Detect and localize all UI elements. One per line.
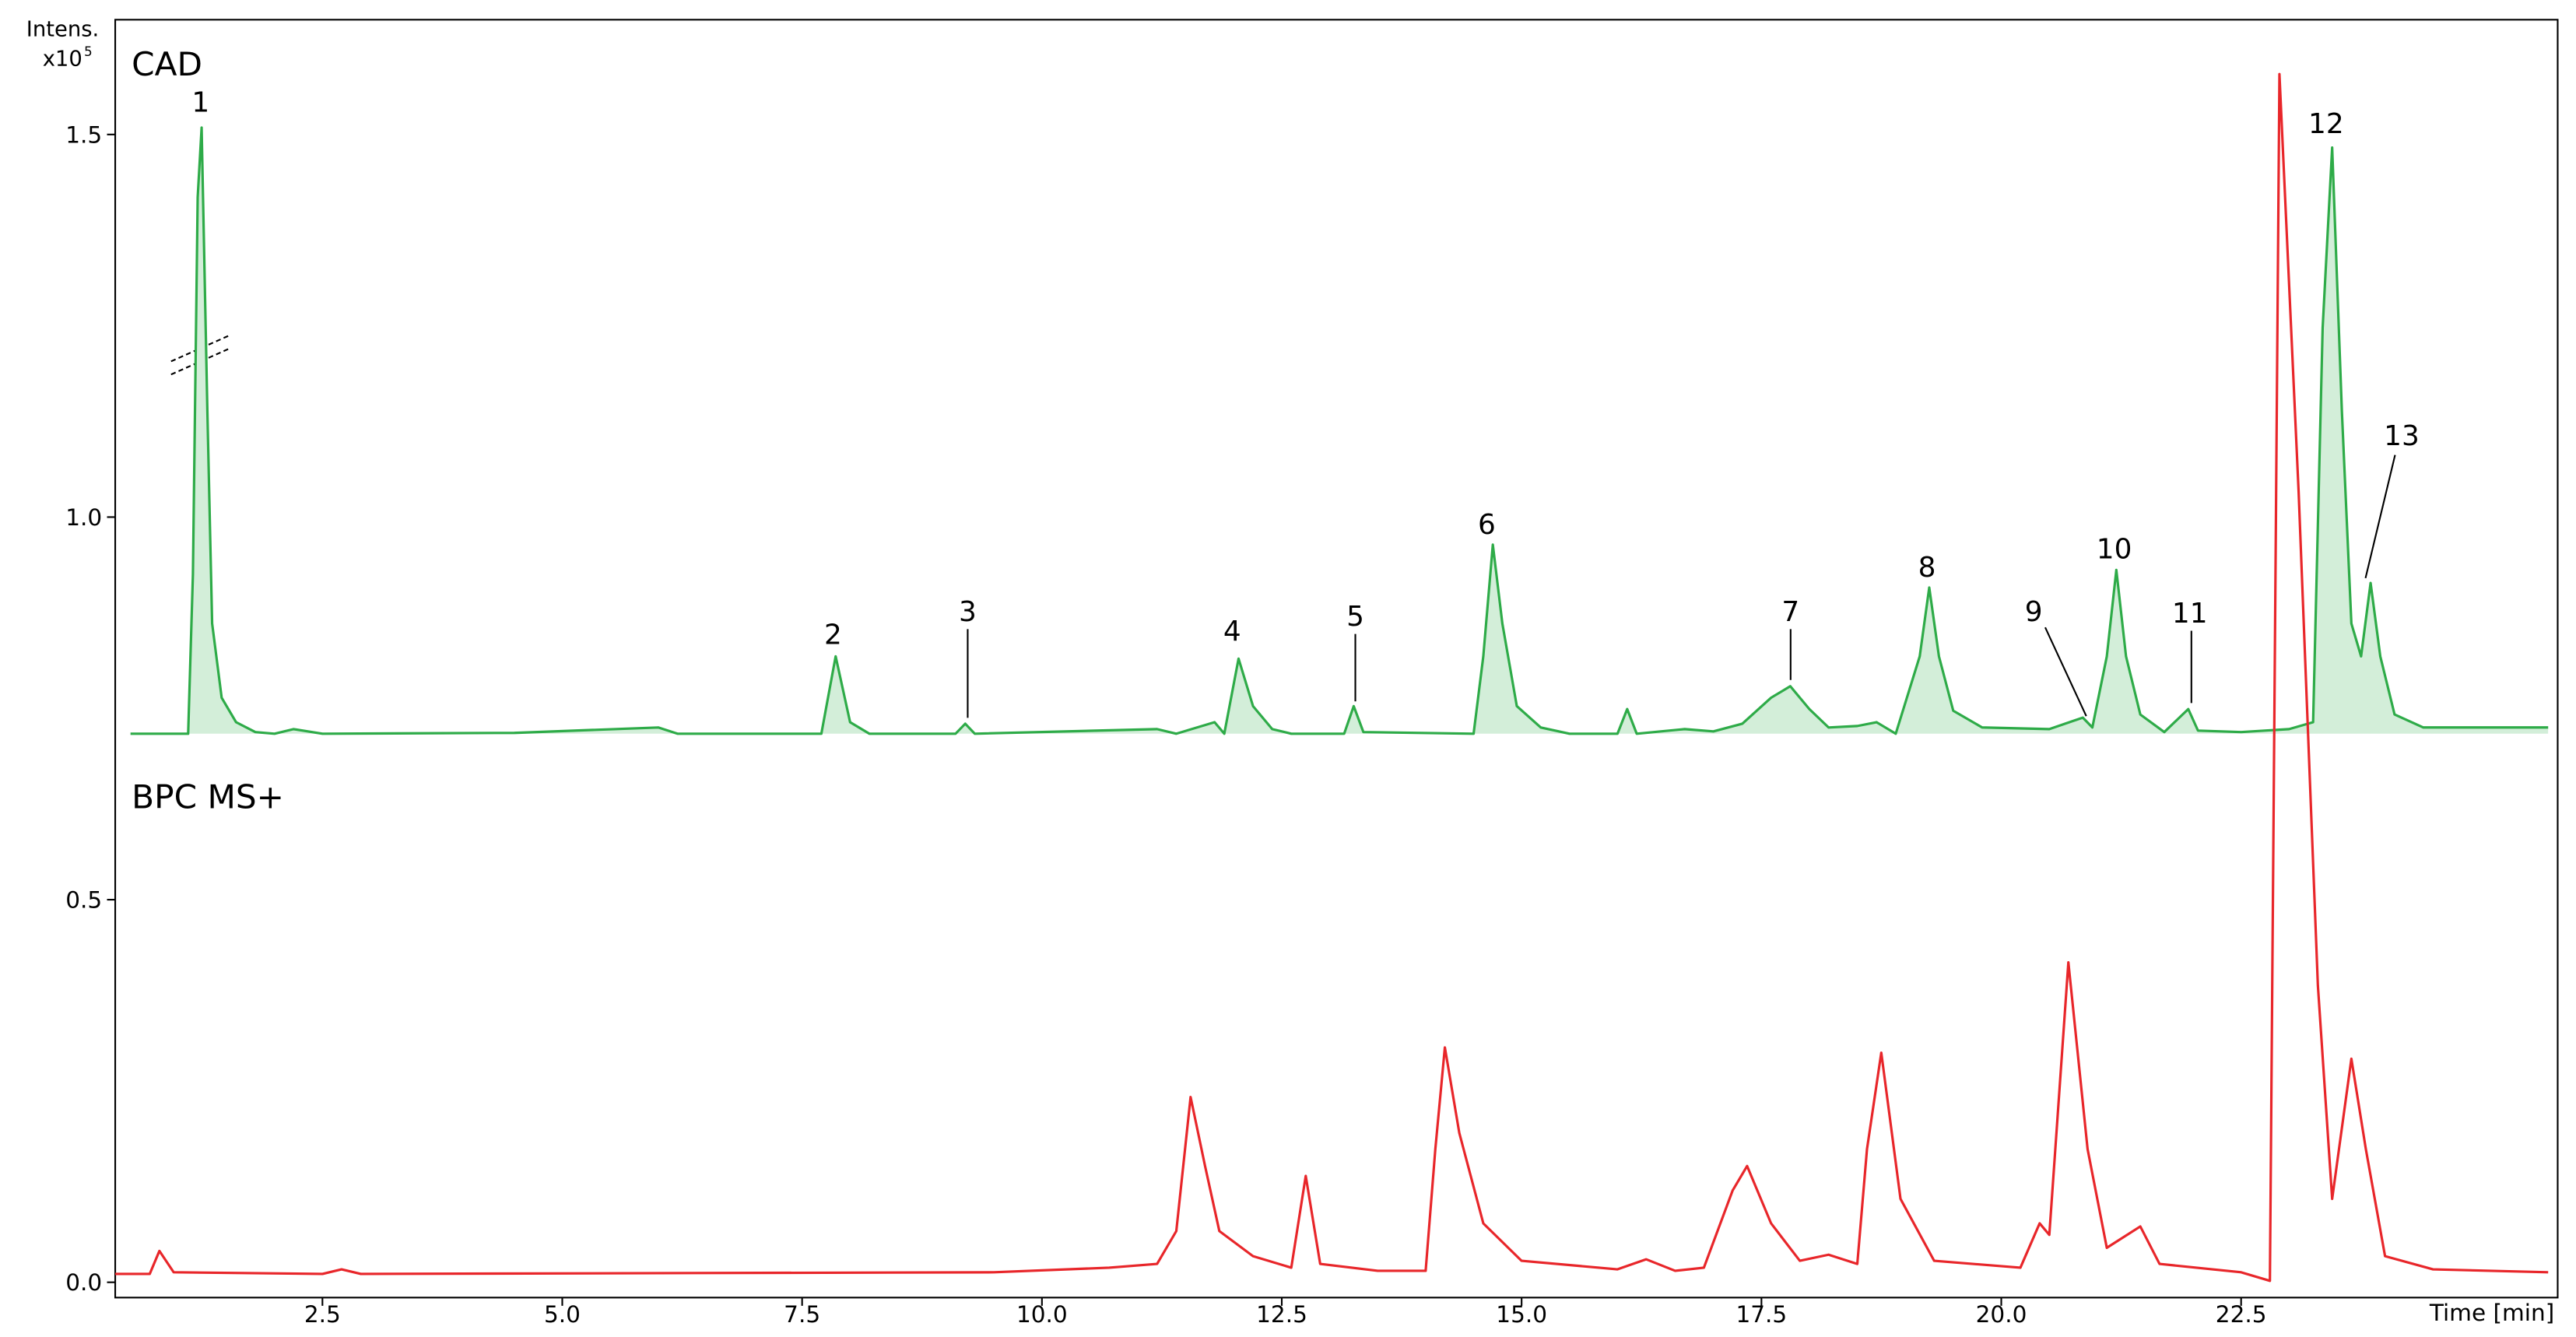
y-tick-label: 1.0 xyxy=(65,504,102,531)
trace-line xyxy=(115,72,2549,1283)
break-line xyxy=(170,334,231,363)
plot-frame xyxy=(114,19,2559,1299)
peak-label: 10 xyxy=(2097,534,2132,566)
x-tick-label: 22.5 xyxy=(2216,1301,2267,1328)
x-tick-label: 15.0 xyxy=(1496,1301,1547,1328)
peak-label: 11 xyxy=(2172,598,2208,630)
peak-label: 9 xyxy=(2025,596,2043,628)
x-tick-label: 17.5 xyxy=(1735,1301,1787,1328)
x-tick-label: 7.5 xyxy=(784,1301,820,1328)
peak-leader xyxy=(2364,454,2396,579)
y-label: Intens. xyxy=(26,17,99,41)
peak-label: 6 xyxy=(1478,509,1496,541)
peak-label: 13 xyxy=(2384,420,2420,452)
x-tick-label: 12.5 xyxy=(1256,1301,1307,1328)
x-tick-label: 20.0 xyxy=(1976,1301,2027,1328)
trace-name: CAD xyxy=(132,45,202,83)
peak-label: 12 xyxy=(2308,108,2344,140)
x-tick-label: 2.5 xyxy=(304,1301,341,1328)
y-scale-exponent: 5 xyxy=(84,44,93,59)
x-label: Time [min] xyxy=(2429,1300,2554,1326)
y-tick-label: 0.5 xyxy=(65,887,102,914)
peak-label: 3 xyxy=(959,596,977,628)
trace-area xyxy=(130,127,2549,734)
peak-label: 8 xyxy=(1918,552,1936,584)
x-tick-label: 10.0 xyxy=(1016,1301,1068,1328)
peak-label: 1 xyxy=(191,87,209,119)
peak-label: 7 xyxy=(1781,596,1799,628)
trace-name: BPC MS+ xyxy=(132,777,284,816)
peak-label: 4 xyxy=(1223,616,1241,647)
break-line xyxy=(170,347,231,376)
trace-line xyxy=(130,126,2549,735)
y-scale-label: x10 xyxy=(43,47,82,71)
peak-label: 5 xyxy=(1346,601,1364,633)
peak-label: 2 xyxy=(824,619,842,651)
y-tick-label: 1.5 xyxy=(65,121,102,148)
x-tick-label: 5.0 xyxy=(544,1301,581,1328)
y-tick-label: 0.0 xyxy=(65,1269,102,1296)
peak-leader xyxy=(2044,626,2087,717)
